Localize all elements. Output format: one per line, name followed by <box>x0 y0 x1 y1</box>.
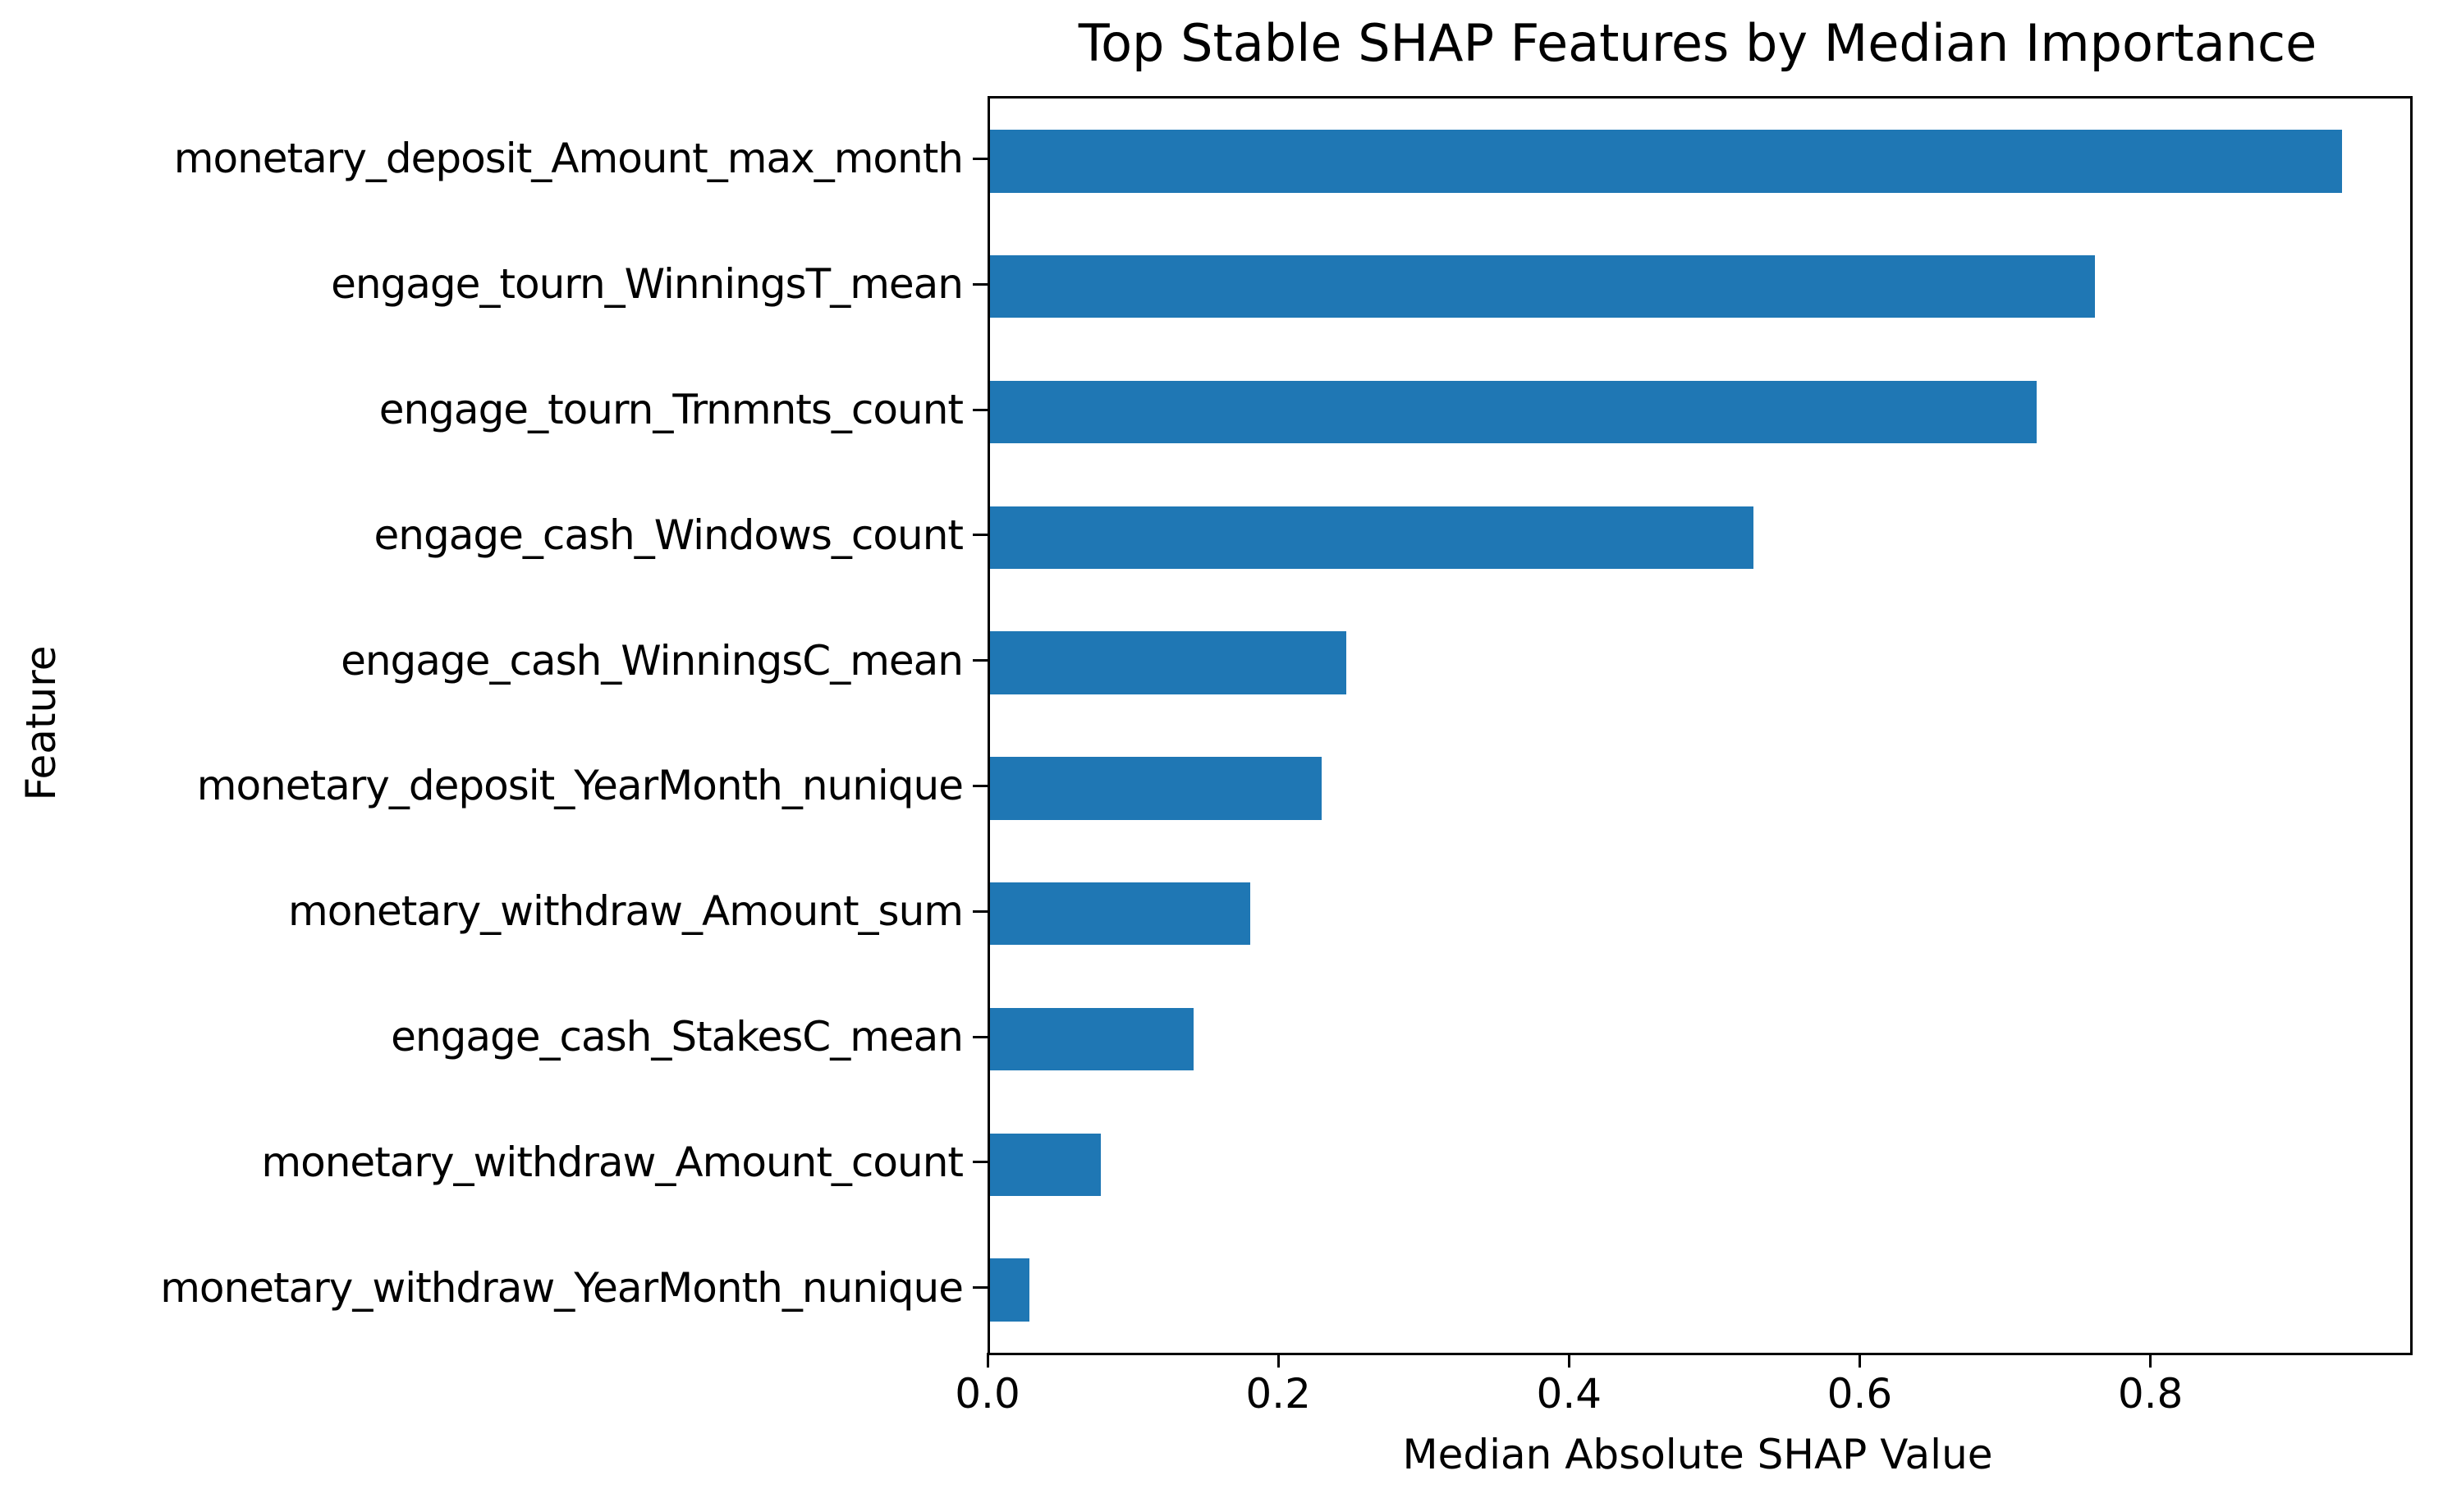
y-tick-label: engage_tourn_Trnmnts_count <box>378 386 964 433</box>
y-tick-label: engage_cash_StakesC_mean <box>391 1013 964 1061</box>
y-tick-mark <box>973 1035 988 1038</box>
y-tick-label: monetary_withdraw_YearMonth_nunique <box>160 1263 964 1312</box>
x-tick-label: 0.0 <box>955 1370 1020 1418</box>
y-tick-mark <box>973 282 988 286</box>
y-tick-mark <box>973 1286 988 1290</box>
x-tick-mark <box>1567 1353 1570 1368</box>
y-tick-mark <box>973 784 988 787</box>
x-tick-label: 0.4 <box>1536 1370 1602 1418</box>
x-tick-mark <box>986 1353 989 1368</box>
y-tick-mark <box>973 157 988 160</box>
bar <box>990 631 1346 694</box>
y-tick-mark <box>973 1161 988 1164</box>
y-tick-label: monetary_withdraw_Amount_count <box>261 1138 964 1186</box>
bar <box>990 130 2342 193</box>
x-axis-label: Median Absolute SHAP Value <box>1402 1431 1993 1478</box>
y-tick-label: monetary_deposit_YearMonth_nunique <box>196 762 964 810</box>
y-tick-label: engage_cash_Windows_count <box>374 511 964 559</box>
bar <box>990 1258 1029 1322</box>
y-tick-mark <box>973 534 988 537</box>
bars-layer <box>990 99 2410 1353</box>
bar <box>990 757 1322 820</box>
y-tick-mark <box>973 659 988 662</box>
y-tick-mark <box>973 408 988 411</box>
bar <box>990 1007 1194 1071</box>
x-tick-label: 0.8 <box>2117 1370 2184 1418</box>
plot-area <box>988 96 2413 1355</box>
x-tick-label: 0.2 <box>1245 1370 1311 1418</box>
y-tick-label: engage_cash_WinningsC_mean <box>341 636 964 685</box>
bar <box>990 380 2037 444</box>
y-axis-label: Feature <box>17 645 65 801</box>
chart-title: Top Stable SHAP Features by Median Impor… <box>1078 13 2317 73</box>
bar <box>990 255 2095 318</box>
bar <box>990 882 1250 946</box>
x-tick-mark <box>2149 1353 2152 1368</box>
y-tick-mark <box>973 909 988 913</box>
y-tick-label: engage_tourn_WinningsT_mean <box>331 260 964 309</box>
x-tick-mark <box>1858 1353 1861 1368</box>
x-tick-mark <box>1277 1353 1280 1368</box>
y-tick-label: monetary_deposit_Amount_max_month <box>173 135 964 183</box>
y-tick-label: monetary_withdraw_Amount_sum <box>288 887 964 936</box>
bar <box>990 506 1753 569</box>
bar <box>990 1133 1101 1196</box>
x-tick-label: 0.6 <box>1827 1370 1893 1418</box>
